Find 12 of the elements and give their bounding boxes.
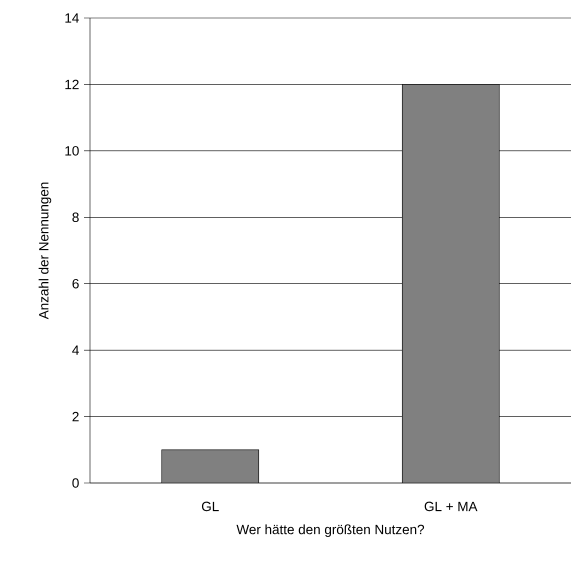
y-tick-label: 6 (72, 278, 79, 288)
x-tick-label: GL (202, 502, 219, 512)
x-axis-title: Wer hätte den größten Nutzen? (236, 524, 424, 537)
y-tick-label: 4 (72, 346, 79, 355)
x-tick-label: GL + MA (424, 502, 478, 512)
y-tick-label: 0 (72, 478, 79, 488)
y-tick-label: 14 (65, 13, 79, 23)
y-tick-label: 12 (65, 80, 79, 90)
y-tick-label: 2 (72, 412, 79, 422)
y-tick-label: 10 (65, 146, 79, 156)
y-tick-label: 8 (72, 212, 79, 222)
y-axis-title: Anzahl der Nennungen (38, 182, 52, 320)
